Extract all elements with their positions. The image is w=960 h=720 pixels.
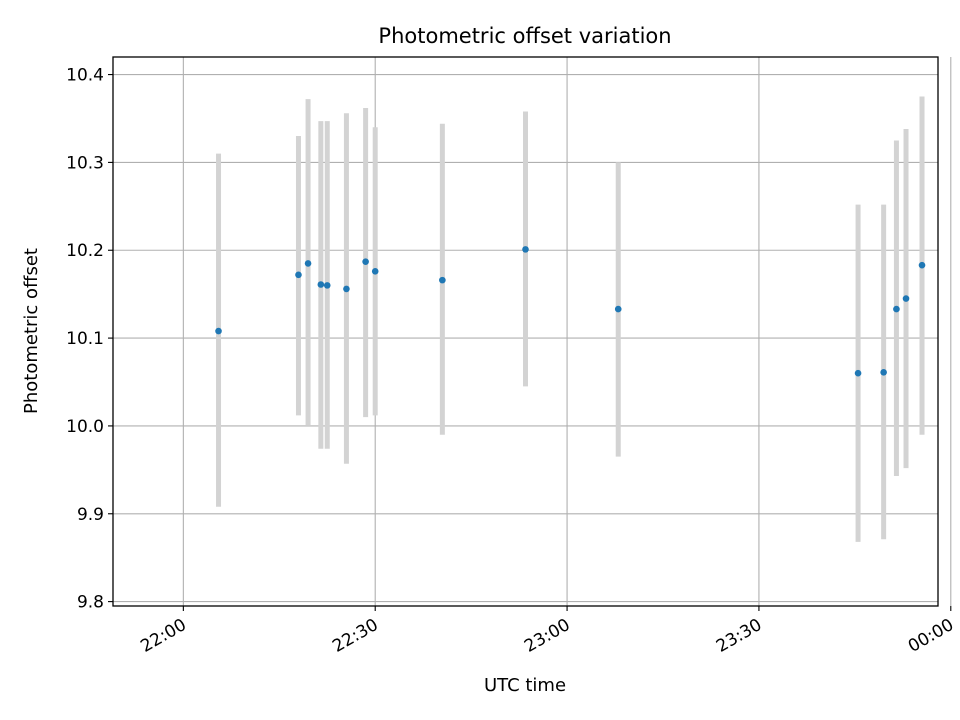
y-tick-label: 10.3 xyxy=(66,153,104,173)
y-axis-ticks: 9.8 9.9 10.0 10.1 10.2 10.3 10.4 xyxy=(66,66,113,613)
data-point xyxy=(902,295,910,302)
data-point xyxy=(893,305,900,313)
data-point xyxy=(614,305,622,313)
data-point xyxy=(295,271,302,279)
y-tick-label: 10.0 xyxy=(66,417,104,437)
data-point xyxy=(371,268,379,275)
x-axis-title: UTC time xyxy=(484,675,566,696)
data-point xyxy=(343,285,350,293)
y-tick-label: 10.4 xyxy=(66,66,104,86)
point-layer xyxy=(215,246,926,377)
data-point xyxy=(439,276,446,284)
data-point xyxy=(304,260,312,267)
data-point xyxy=(522,246,529,253)
data-point xyxy=(323,282,331,289)
chart-title: Photometric offset variation xyxy=(378,24,671,48)
y-axis-title: Photometric offset xyxy=(21,248,42,414)
data-point xyxy=(880,369,887,376)
data-point xyxy=(317,281,325,288)
data-point xyxy=(918,261,926,269)
y-tick-label: 10.1 xyxy=(66,329,104,349)
y-tick-label: 10.2 xyxy=(66,241,104,261)
data-point xyxy=(215,327,222,335)
data-point xyxy=(854,369,862,377)
data-point xyxy=(362,258,369,265)
plot-frame xyxy=(112,56,939,607)
y-tick-label: 9.8 xyxy=(77,593,104,613)
y-tick-label: 9.9 xyxy=(77,505,104,525)
